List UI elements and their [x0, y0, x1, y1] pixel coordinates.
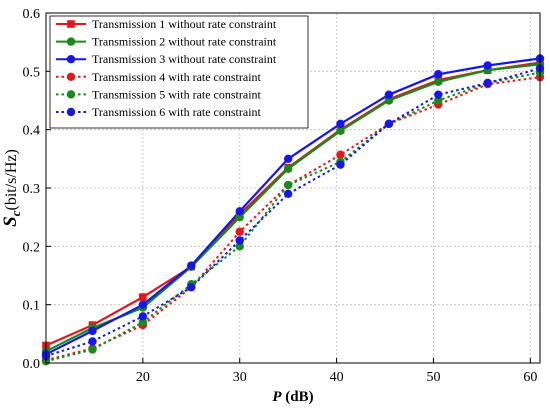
data-point-series-6 [187, 282, 196, 292]
legend-marker-1 [67, 20, 75, 28]
data-point-series-5 [283, 180, 293, 190]
y-axis-title-sub: c [8, 210, 23, 216]
data-point-series-2 [336, 126, 345, 136]
y-tick-label: 0.2 [23, 240, 41, 255]
legend-label-5: Transmission 5 with rate constraint [92, 87, 262, 101]
data-point-series-4 [235, 227, 244, 236]
legend-label-4: Transmission 4 with rate constraint [92, 70, 262, 84]
y-tick-label: 0.4 [23, 124, 41, 139]
data-point-series-4 [336, 150, 345, 159]
data-point-series-2 [235, 212, 244, 222]
data-point-series-5 [138, 317, 148, 327]
y-axis-title-main: S [0, 216, 21, 227]
y-tick-label: 0.5 [23, 65, 41, 80]
y-tick-label: 0.6 [23, 7, 41, 22]
x-axis-title: P (dB) [272, 389, 313, 405]
y-axis: 0.0 0.1 0.2 0.3 0.4 0.5 0.6 [23, 7, 51, 372]
data-point-series-2 [434, 77, 443, 87]
data-point-series-6 [235, 236, 244, 245]
legend-label-6: Transmission 6 with rate constraint [92, 105, 262, 119]
legend-marker-6 [66, 107, 76, 117]
y-tick-label: 0.1 [23, 299, 41, 314]
data-point-series-6 [88, 337, 97, 346]
data-point-series-5 [434, 96, 443, 105]
data-point-series-6 [283, 189, 293, 199]
data-point-series-3 [336, 119, 345, 129]
y-axis-title: Sc(bit/s/Hz) [0, 149, 23, 227]
data-point-series-3 [88, 326, 97, 336]
x-axis: 20 30 40 50 60 [136, 358, 537, 385]
series-line-4 [45, 76, 541, 362]
legend-label-2: Transmission 2 without rate constraint [92, 35, 277, 49]
data-point-series-3 [283, 154, 293, 164]
legend-marker-2 [66, 37, 76, 46]
data-point-series-3 [138, 300, 148, 309]
x-tick-label: 60 [523, 370, 537, 385]
data-point-series-5 [235, 242, 244, 251]
y-axis-title-text: Sc(bit/s/Hz) [0, 149, 23, 227]
x-tick-label: 30 [233, 370, 247, 385]
x-axis-title-unit: (dB) [282, 389, 314, 405]
data-point-series-5 [88, 345, 97, 354]
x-tick-label: 50 [426, 370, 440, 385]
data-point-series-3 [434, 70, 443, 79]
series-line-5 [45, 71, 541, 363]
legend-box [49, 15, 309, 129]
legend-marker-4 [66, 72, 76, 82]
data-point-series-6 [336, 160, 345, 169]
data-point-series-3 [483, 61, 492, 70]
data-point-series-2 [384, 96, 394, 105]
x-tick-label: 20 [136, 370, 150, 385]
legend-marker-5 [66, 90, 76, 99]
legend: Transmission 1 without rate constraint Tr… [49, 15, 309, 129]
y-tick-label: 0.3 [23, 182, 41, 197]
x-axis-title-main: P [272, 389, 282, 405]
data-point-series-2 [283, 164, 293, 173]
data-point-series-3 [384, 90, 394, 99]
data-point-series-1 [139, 293, 147, 301]
x-tick-label: 40 [330, 370, 344, 385]
y-tick-label: 0.0 [23, 357, 41, 372]
data-point-series-6 [483, 78, 492, 88]
data-point-series-6 [434, 90, 443, 99]
data-point-series-3 [187, 261, 196, 270]
data-point-series-6 [384, 119, 394, 129]
legend-label-1: Transmission 1 without rate constraint [92, 17, 277, 31]
legend-marker-3 [66, 55, 76, 64]
y-axis-title-unit: (bit/s/Hz) [3, 149, 20, 210]
data-point-series-6 [138, 312, 148, 321]
legend-label-3: Transmission 3 without rate constraint [92, 52, 277, 66]
data-point-series-3 [235, 207, 244, 216]
